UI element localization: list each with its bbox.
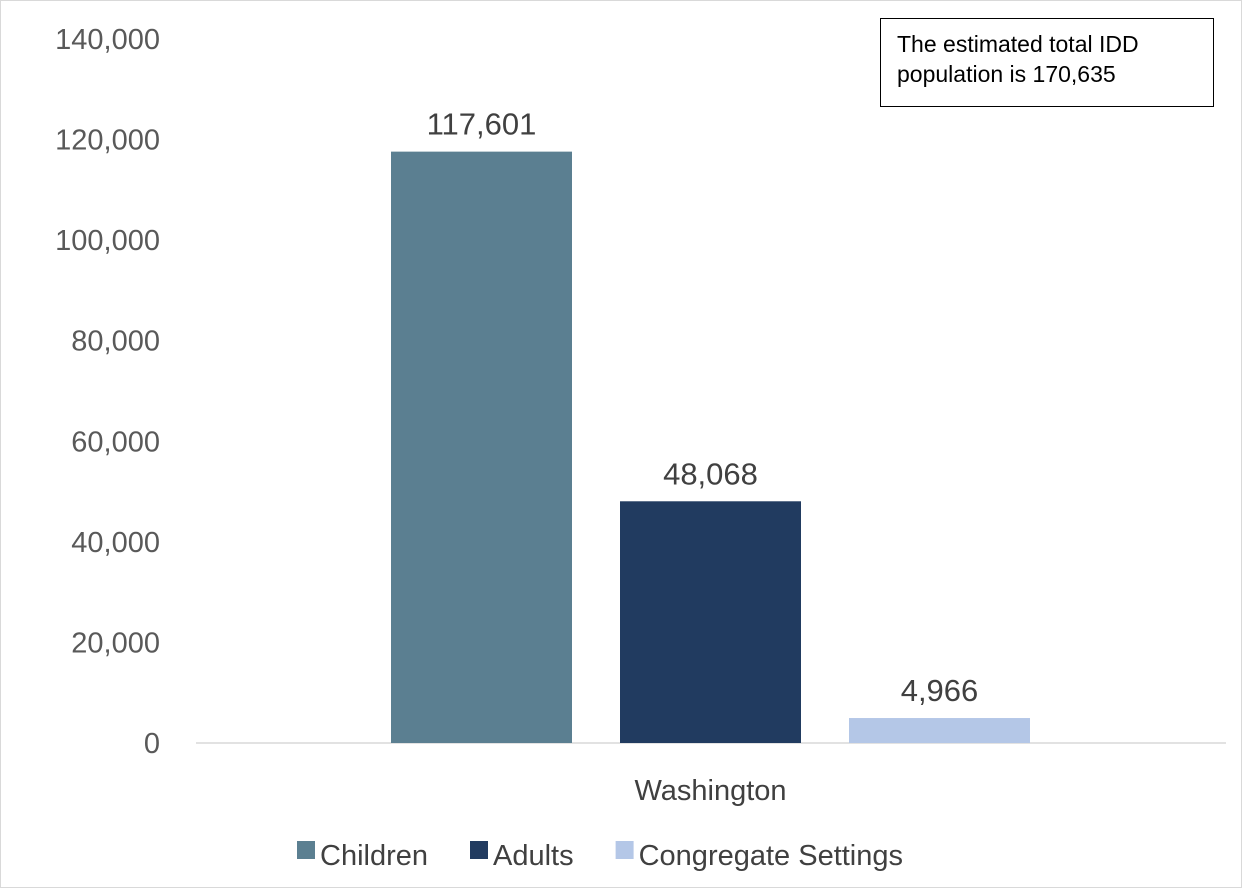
- data-label: 4,966: [901, 673, 979, 708]
- y-tick-label: 120,000: [55, 125, 160, 157]
- category-label: Washington: [634, 775, 786, 807]
- legend-label: Children: [320, 840, 428, 872]
- legend-swatch: [615, 841, 634, 859]
- y-axis-ticks: 0 20,000 40,000 60,000 80,000 100,000 120,000 1…: [55, 24, 160, 760]
- y-tick-label: 80,000: [71, 326, 160, 358]
- y-tick-label: 100,000: [55, 225, 160, 257]
- data-labels: 117,601 48,068 4,966: [427, 107, 979, 708]
- data-label: 48,068: [663, 456, 758, 491]
- bars: [391, 151, 1030, 744]
- legend-label: Adults: [493, 840, 574, 872]
- y-tick-label: 60,000: [71, 426, 160, 458]
- bar-congregate-settings: [849, 718, 1030, 743]
- y-tick-label: 0: [144, 728, 160, 760]
- legend-swatch: [297, 841, 315, 859]
- legend-swatch: [470, 841, 488, 859]
- bar-adults: [620, 501, 801, 743]
- y-tick-label: 140,000: [55, 24, 160, 56]
- bar-children: [391, 151, 572, 744]
- data-label: 117,601: [427, 107, 537, 142]
- legend-label: Congregate Settings: [639, 840, 903, 872]
- y-tick-label: 40,000: [71, 527, 160, 559]
- y-tick-label: 20,000: [71, 627, 160, 659]
- legend: Children Adults Congregate Settings: [297, 840, 903, 872]
- total-population-note: The estimated total IDD population is 17…: [880, 18, 1214, 107]
